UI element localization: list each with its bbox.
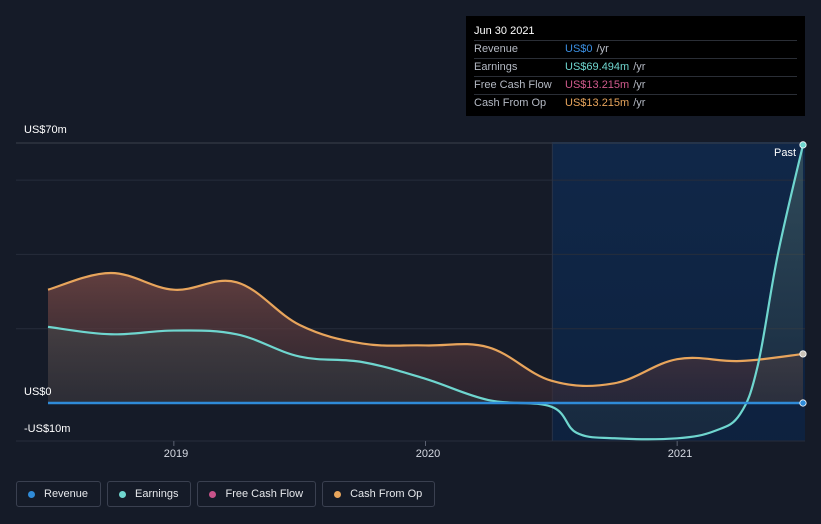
legend-label: Cash From Op [350,488,423,500]
tooltip-value: US$13.215m [565,79,630,91]
cash-from-op-line [47,271,804,388]
x-tick-label-2019: 2019 [163,448,189,460]
tooltip-label: Revenue [474,43,519,55]
x-tick-label-2021: 2021 [667,448,693,460]
revenue-end-marker [799,399,807,407]
x-tick-label-2020: 2020 [415,448,441,460]
revenue-dot-icon [28,490,35,498]
y-tick-label-top: US$70m [24,124,67,136]
legend-label: Free Cash Flow [225,488,304,500]
cash-from-op-end-marker [799,350,807,358]
legend-label: Revenue [44,488,89,500]
free-cash-flow-dot-icon [209,490,217,498]
tooltip-value: US$0 [565,43,593,55]
legend-item-earnings[interactable]: Earnings [107,481,192,507]
legend-item-revenue[interactable]: Revenue [16,481,102,507]
x-axis-ticks [173,441,678,446]
tooltip-unit: /yr [633,79,646,91]
tooltip-row-revenue: Revenue US$0 /yr [474,41,797,59]
tooltip-date: Jun 30 2021 [474,23,797,41]
tooltip-unit: /yr [596,43,609,55]
legend-item-free-cash-flow[interactable]: Free Cash Flow [197,481,317,507]
tooltip-row-free-cash-flow: Free Cash Flow US$13.215m /yr [474,77,797,95]
tooltip-unit: /yr [633,97,646,109]
earnings-end-marker [799,141,807,149]
tooltip-label: Cash From Op [474,97,547,109]
tooltip-value: US$13.215m [565,97,630,109]
tooltip-unit: /yr [633,61,646,73]
tooltip-row-earnings: Earnings US$69.494m /yr [474,59,797,77]
legend-item-cash-from-op[interactable]: Cash From Op [322,481,436,507]
tooltip-label: Earnings [474,61,518,73]
tooltip-label: Free Cash Flow [474,79,552,91]
tooltip: Jun 30 2021 Revenue US$0 /yr Earnings US… [466,16,805,116]
earnings-dot-icon [119,490,127,498]
tooltip-row-cash-from-op: Cash From Op US$13.215m /yr [474,95,797,112]
earnings-line [47,144,805,441]
legend: Revenue Earnings Free Cash Flow Cash Fro… [16,481,436,507]
cash-from-op-dot-icon [334,490,342,498]
y-tick-label-bottom: -US$10m [24,423,71,435]
y-tick-label-zero: US$0 [24,386,52,398]
legend-label: Earnings [135,488,179,500]
series-end-markers [799,141,807,407]
past-label: Past [774,147,797,159]
earnings-area [48,144,803,440]
tooltip-value: US$69.494m [565,61,630,73]
